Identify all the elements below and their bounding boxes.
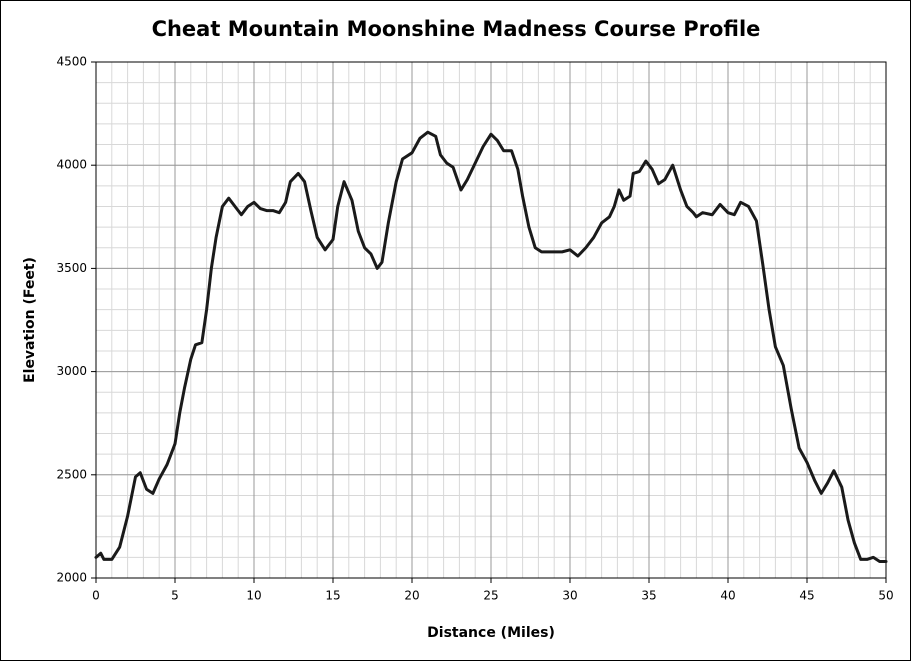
x-tick-label: 20 <box>404 589 419 603</box>
y-tick-label: 3000 <box>56 364 87 378</box>
y-tick-label: 2000 <box>56 571 87 585</box>
y-tick-label: 4500 <box>56 55 87 69</box>
x-tick-label: 5 <box>171 589 179 603</box>
y-tick-label: 2500 <box>56 467 87 481</box>
plot-border <box>95 61 887 579</box>
y-tick-label: 3500 <box>56 261 87 275</box>
x-tick-label: 30 <box>562 589 577 603</box>
x-tick-label: 35 <box>641 589 656 603</box>
line-series <box>94 130 888 563</box>
y-axis-label: Elevation (Feet) <box>22 257 38 383</box>
x-tick-label: 50 <box>878 589 893 603</box>
x-axis-label: Distance (Miles) <box>427 625 555 641</box>
x-tick-label: 40 <box>720 589 735 603</box>
x-tick-label: 25 <box>483 589 498 603</box>
x-tick-label: 15 <box>325 589 340 603</box>
x-tick-label: 45 <box>799 589 814 603</box>
y-tick-label: 4000 <box>56 158 87 172</box>
chart-title: Cheat Mountain Moonshine Madness Course … <box>152 17 761 41</box>
x-tick-label: 10 <box>246 589 261 603</box>
x-tick-label: 0 <box>92 589 100 603</box>
